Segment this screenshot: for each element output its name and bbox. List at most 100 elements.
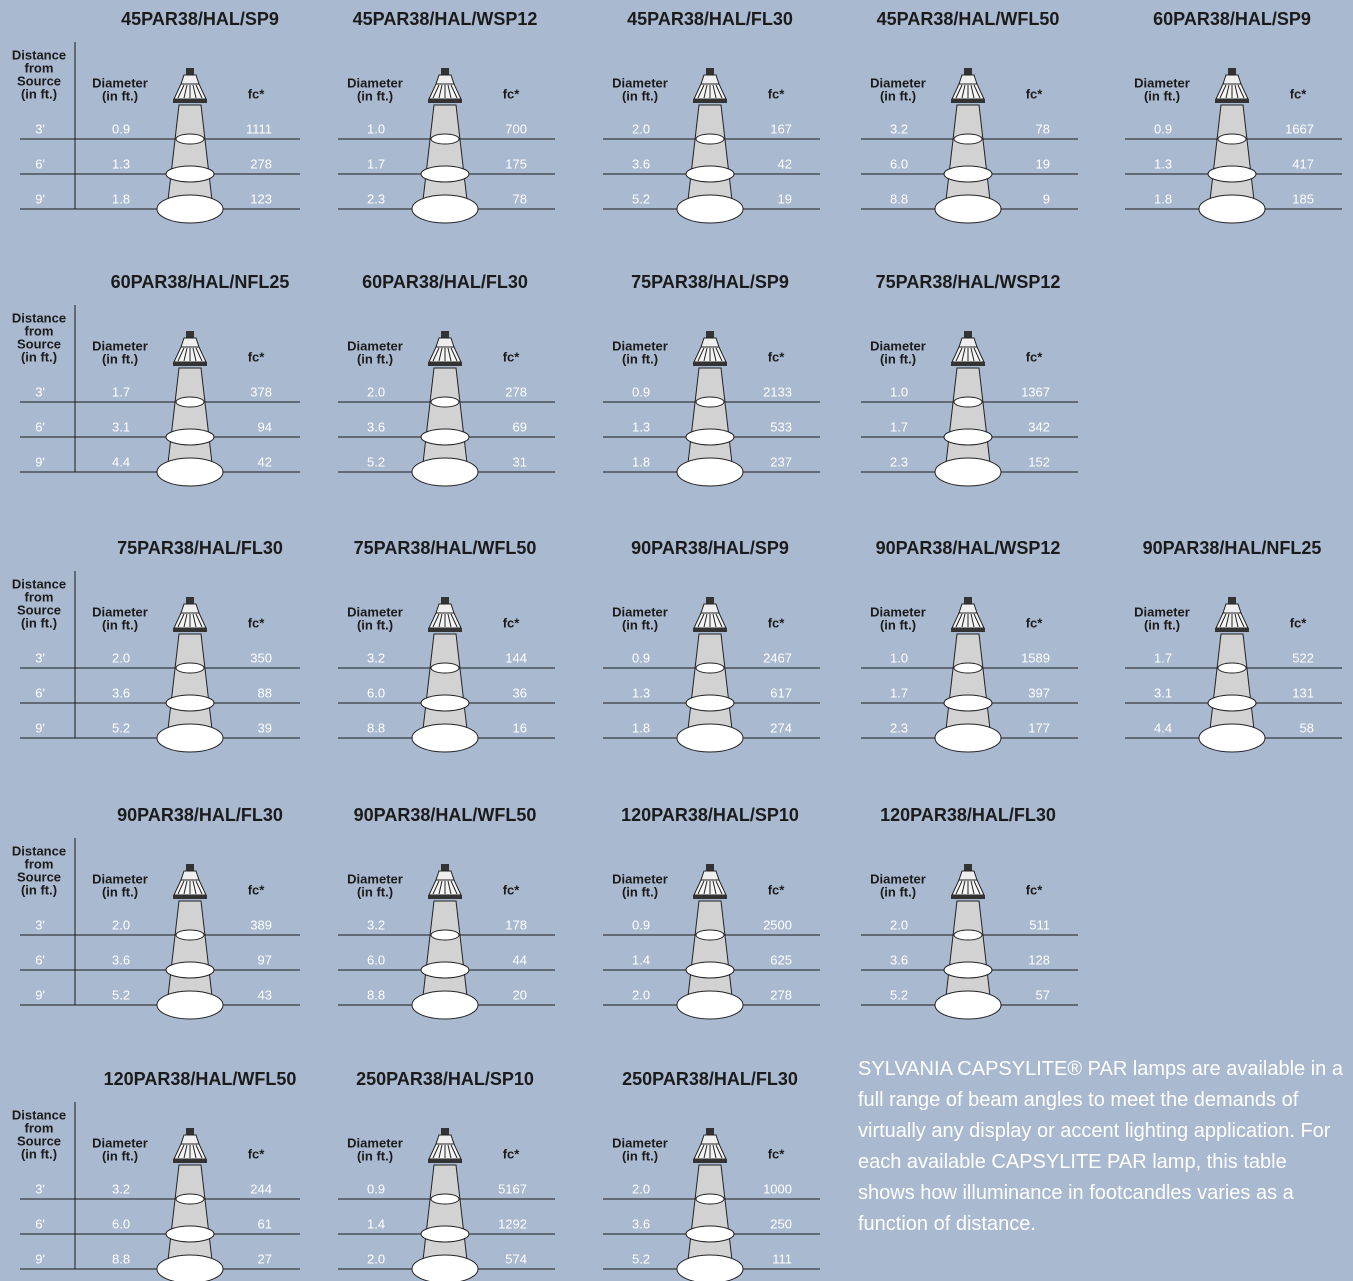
diameter-value: 3.6: [890, 952, 908, 967]
distance-value: 9': [35, 191, 45, 206]
beam-spot: [944, 429, 992, 445]
beam-cone: [945, 105, 991, 209]
diameter-value: 1.8: [632, 720, 650, 735]
diameter-value: 1.0: [890, 650, 908, 665]
fc-value: 178: [505, 917, 527, 932]
diameter-header: (in ft.): [357, 351, 393, 366]
distance-value: 6': [35, 952, 45, 967]
lamp-neck: [959, 871, 977, 880]
lamp-neck: [436, 604, 454, 613]
beam-spot: [935, 724, 1001, 752]
panel-title: 90PAR38/HAL/WFL50: [354, 805, 537, 825]
panel-title: 75PAR38/HAL/WSP12: [876, 272, 1061, 292]
distance-value: 6': [35, 1216, 45, 1231]
beam-spot: [166, 962, 214, 978]
diameter-value: 4.4: [1154, 720, 1172, 735]
lamp-lens: [173, 895, 207, 899]
beam-spot: [696, 134, 724, 144]
beam-spot: [1199, 724, 1265, 752]
fc-header: fc*: [768, 86, 786, 101]
diameter-value: 3.1: [1154, 685, 1172, 700]
lamp-neck: [959, 338, 977, 347]
fc-header: fc*: [1290, 615, 1308, 630]
distance-value: 9': [35, 987, 45, 1002]
fc-header: fc*: [1026, 349, 1044, 364]
fc-header: fc*: [768, 882, 786, 897]
lamp-base: [964, 331, 972, 338]
lamp-lens: [428, 1159, 462, 1163]
diameter-value: 1.0: [367, 121, 385, 136]
fc-value: 2500: [763, 917, 792, 932]
beam-spot: [944, 695, 992, 711]
fc-header: fc*: [768, 615, 786, 630]
lamp-neck: [436, 1135, 454, 1144]
diameter-value: 8.8: [890, 191, 908, 206]
fc-value: 16: [513, 720, 527, 735]
fc-value: 1367: [1021, 384, 1050, 399]
lamp-lens: [951, 362, 985, 366]
fc-header: fc*: [248, 86, 266, 101]
panel-title: 250PAR38/HAL/FL30: [622, 1069, 798, 1089]
lamp-base: [441, 68, 449, 75]
fc-value: 9: [1043, 191, 1050, 206]
lamp-lens: [173, 362, 207, 366]
fc-value: 2467: [763, 650, 792, 665]
diameter-value: 3.2: [890, 121, 908, 136]
lamp-base: [706, 597, 714, 604]
diameter-value: 2.0: [367, 1251, 385, 1266]
beam-spot: [157, 1255, 223, 1281]
lamp-lens: [173, 1159, 207, 1163]
beam-cone: [422, 901, 468, 1005]
lamp-neck: [1223, 604, 1241, 613]
beam-spot: [166, 166, 214, 182]
beam-spot: [421, 695, 469, 711]
diameter-value: 3.6: [112, 685, 130, 700]
beam-spot: [696, 1194, 724, 1204]
beam-spot: [944, 962, 992, 978]
lamp-neck: [701, 338, 719, 347]
beam-cone: [167, 368, 213, 472]
beam-spot: [1208, 695, 1256, 711]
lamp-base: [964, 68, 972, 75]
lamp-lens: [951, 628, 985, 632]
distance-value: 3': [35, 121, 45, 136]
beam-spot: [157, 724, 223, 752]
lamp-neck: [181, 871, 199, 880]
fc-value: 1589: [1021, 650, 1050, 665]
fc-value: 42: [778, 156, 792, 171]
fc-value: 20: [513, 987, 527, 1002]
beam-spot: [935, 195, 1001, 223]
panel-title: 120PAR38/HAL/SP10: [621, 805, 799, 825]
fc-value: 1111: [246, 121, 272, 136]
fc-value: 58: [1300, 720, 1314, 735]
beam-spot: [686, 962, 734, 978]
lamp-base: [186, 1128, 194, 1135]
fc-header: fc*: [1026, 86, 1044, 101]
beam-spot: [421, 1226, 469, 1242]
fc-value: 378: [250, 384, 272, 399]
fc-value: 97: [258, 952, 272, 967]
lamp-base: [706, 331, 714, 338]
fc-value: 175: [505, 156, 527, 171]
lamp-neck: [959, 604, 977, 613]
lamp-neck: [181, 75, 199, 84]
lamp-base: [186, 331, 194, 338]
diameter-value: 2.0: [890, 917, 908, 932]
lamp-lens: [428, 628, 462, 632]
diameter-header: (in ft.): [357, 617, 393, 632]
page: 45PAR38/HAL/SP9Diameter(in ft.)fc*0.9111…: [0, 0, 1353, 1281]
lamp-neck: [181, 338, 199, 347]
fc-header: fc*: [248, 882, 266, 897]
diameter-value: 1.3: [632, 419, 650, 434]
beam-spot: [677, 991, 743, 1019]
lamp-lens: [428, 362, 462, 366]
panel-title: 60PAR38/HAL/NFL25: [111, 272, 290, 292]
fc-value: 44: [513, 952, 527, 967]
lamp-base: [186, 597, 194, 604]
beam-cone: [945, 901, 991, 1005]
fc-value: 19: [1036, 156, 1050, 171]
lamp-lens: [693, 895, 727, 899]
fc-value: 39: [258, 720, 272, 735]
fc-value: 417: [1292, 156, 1314, 171]
beam-spot: [166, 695, 214, 711]
